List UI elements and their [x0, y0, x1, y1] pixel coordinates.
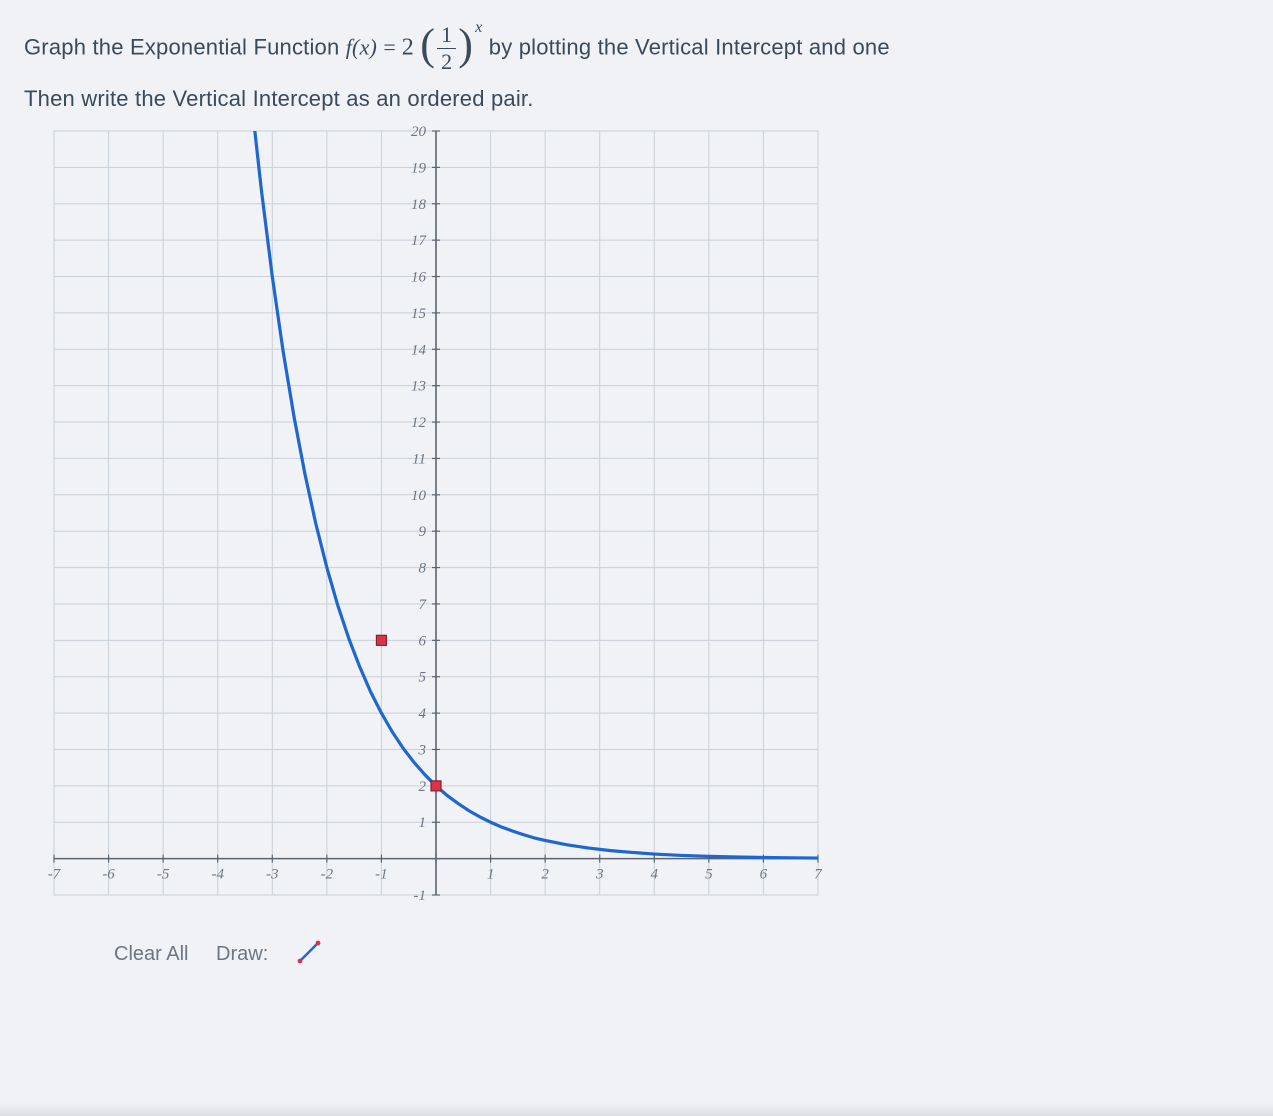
x-tick-label: 2	[541, 866, 549, 882]
y-tick-label: 20	[411, 125, 427, 140]
y-tick-label: 11	[412, 451, 426, 467]
y-tick-label: 16	[411, 269, 427, 285]
y-tick-label: 13	[411, 378, 426, 394]
x-tick-label: -5	[157, 866, 170, 882]
fraction-denominator: 2	[437, 49, 456, 73]
y-tick-label: 4	[419, 706, 427, 722]
y-tick-label: 10	[411, 487, 427, 503]
x-tick-label: 5	[705, 866, 713, 882]
fraction-numerator: 1	[437, 24, 456, 49]
y-tick-label: 12	[411, 415, 427, 431]
instruction-line-2: Then write the Vertical Intercept as an …	[24, 79, 1249, 119]
exponent: x	[475, 19, 482, 36]
right-paren-icon: )	[458, 20, 473, 69]
plotted-point[interactable]	[376, 635, 386, 645]
y-tick-label: 19	[411, 160, 427, 176]
graph-canvas[interactable]: -7-6-5-4-3-2-11234567-112345678910111213…	[24, 125, 824, 925]
y-tick-label: 2	[419, 778, 427, 794]
x-tick-label: -4	[211, 866, 224, 882]
function-lhs: f(x)	[346, 34, 377, 59]
left-paren-icon: (	[420, 20, 435, 69]
draw-label: Draw:	[216, 943, 268, 965]
x-tick-label: -3	[266, 866, 279, 882]
instruction-suffix: by plotting the Vertical Intercept and o…	[489, 34, 890, 59]
x-tick-label: -2	[321, 866, 334, 882]
y-tick-label: -1	[414, 888, 427, 904]
equals-sign: =	[383, 34, 401, 59]
fraction: 12	[437, 24, 456, 73]
y-tick-label: 3	[418, 742, 427, 758]
x-tick-label: 1	[487, 866, 495, 882]
y-tick-label: 14	[411, 342, 427, 358]
x-tick-label: -7	[48, 866, 62, 882]
x-tick-label: 3	[595, 866, 604, 882]
draw-line-tool-icon[interactable]	[296, 939, 322, 971]
y-tick-label: 18	[411, 196, 427, 212]
y-tick-label: 7	[419, 597, 428, 613]
y-tick-label: 6	[419, 633, 427, 649]
x-tick-label: -6	[102, 866, 115, 882]
y-tick-label: 8	[419, 560, 427, 576]
clear-all-button[interactable]: Clear All	[114, 943, 188, 965]
x-tick-label: 4	[651, 866, 659, 882]
y-tick-label: 5	[419, 669, 427, 685]
coef: 2	[402, 34, 414, 60]
footer-shadow	[0, 1102, 1273, 1116]
y-tick-label: 1	[419, 815, 427, 831]
y-tick-label: 9	[419, 524, 427, 540]
x-tick-label: 6	[760, 866, 768, 882]
x-tick-label: 7	[814, 866, 823, 882]
instruction-line-1: Graph the Exponential Function f(x) = 2 …	[24, 24, 1249, 73]
instruction-prefix: Graph the Exponential Function	[24, 34, 346, 59]
toolbar: Clear All Draw:	[24, 939, 1249, 971]
x-tick-label: -1	[375, 866, 388, 882]
y-tick-label: 15	[411, 305, 427, 321]
y-tick-label: 17	[411, 233, 428, 249]
plotted-point[interactable]	[431, 780, 441, 790]
